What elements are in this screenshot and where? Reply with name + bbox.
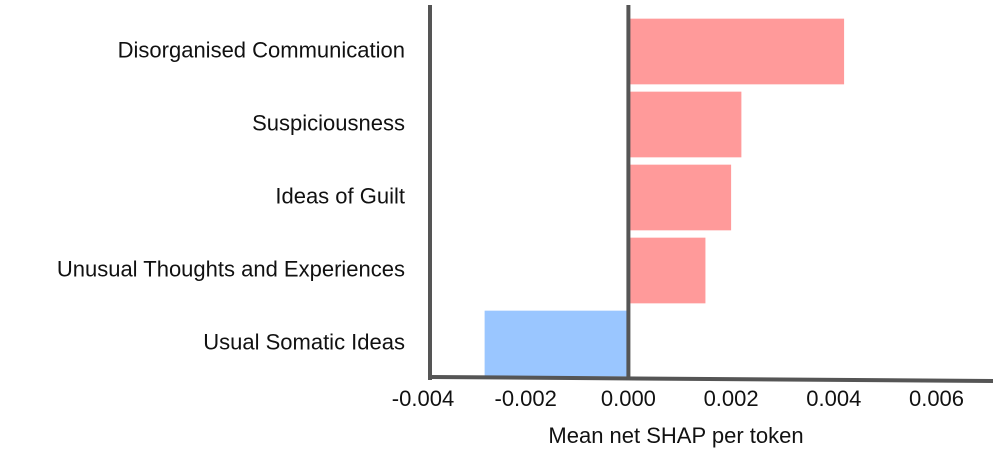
- y-tick-label: Suspiciousness: [252, 110, 405, 135]
- x-tick-label: 0.000: [601, 386, 656, 411]
- bar: [628, 237, 706, 304]
- x-tick-label: -0.002: [495, 386, 557, 411]
- bar: [484, 310, 629, 377]
- x-tick-label: 0.006: [909, 386, 964, 411]
- bar: [628, 18, 845, 85]
- y-tick-label: Unusual Thoughts and Experiences: [57, 256, 405, 281]
- x-tick-label: 0.002: [704, 386, 759, 411]
- y-tick-label: Disorganised Communication: [118, 37, 405, 62]
- y-tick-label: Usual Somatic Ideas: [203, 329, 405, 354]
- bar: [628, 91, 742, 158]
- x-axis-line: [429, 375, 994, 383]
- x-tick-label: 0.004: [806, 386, 861, 411]
- x-axis-label: Mean net SHAP per token: [548, 423, 803, 448]
- x-tick-label: -0.004: [392, 386, 454, 411]
- y-tick-label: Ideas of Guilt: [275, 183, 405, 208]
- bar: [628, 164, 732, 231]
